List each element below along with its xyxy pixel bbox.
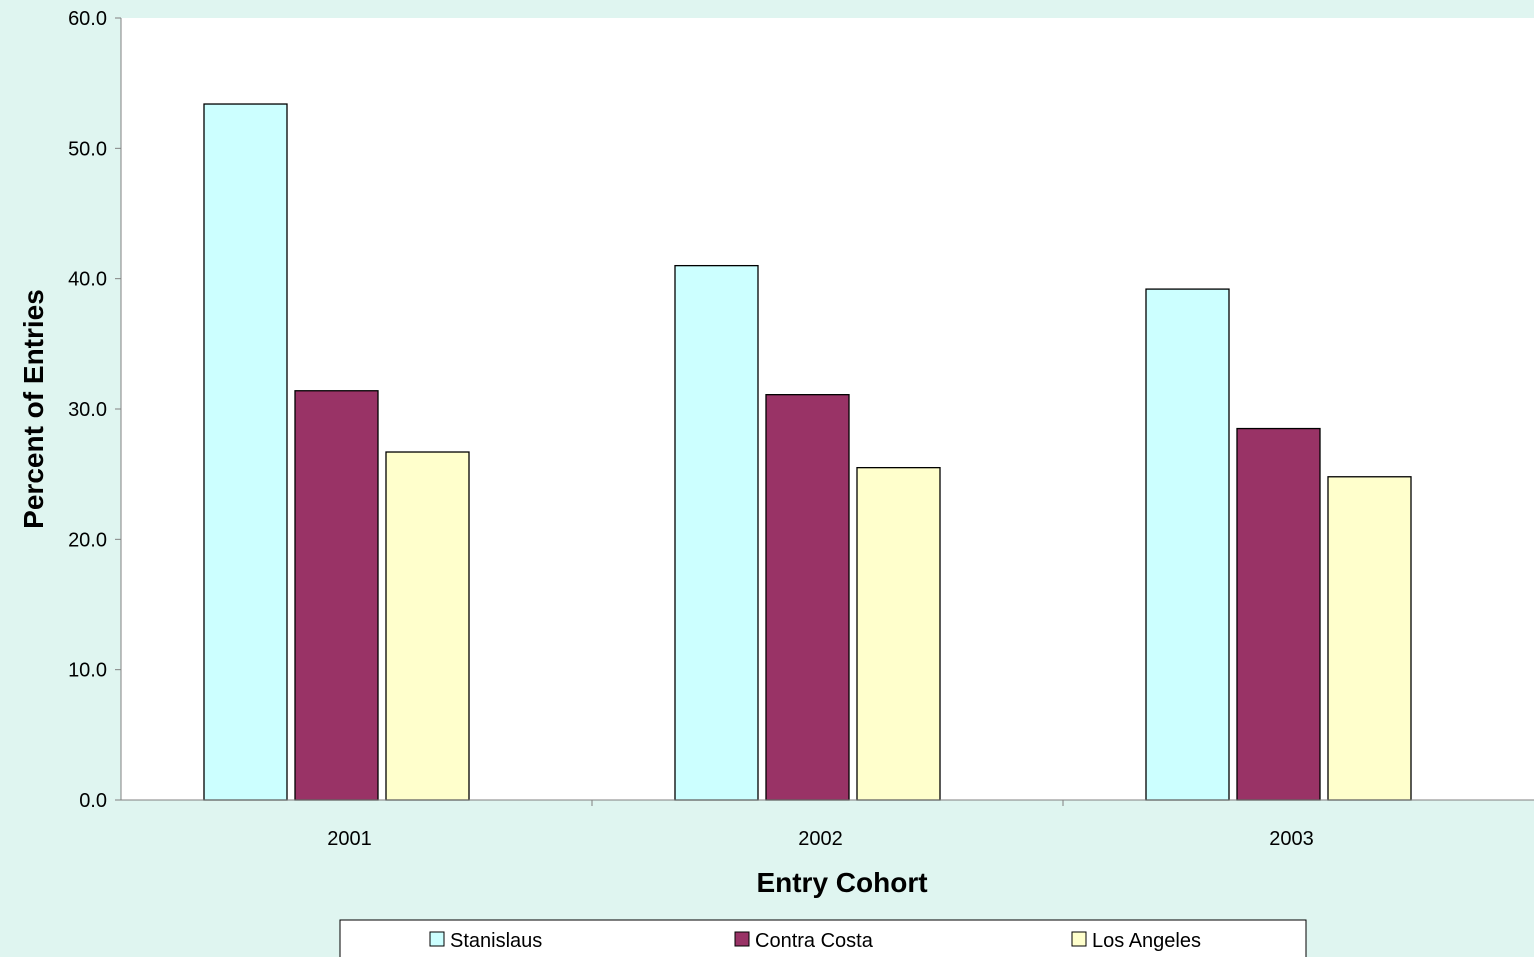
y-tick-label: 30.0 <box>68 399 107 421</box>
bars-group <box>203 103 1412 801</box>
bar-contra-costa-2002 <box>765 394 850 801</box>
x-tick-label: 2002 <box>798 828 843 850</box>
legend-label-contra-costa: Contra Costa <box>755 930 874 952</box>
legend-label-los-angeles: Los Angeles <box>1092 930 1201 952</box>
y-tick-label: 10.0 <box>68 660 107 682</box>
bar-stanislaus-2001 <box>203 103 288 801</box>
legend-swatch-contra-costa <box>734 931 750 947</box>
bar-los-angeles-2001 <box>385 451 470 801</box>
y-axis-title: Percent of Entries <box>18 289 49 529</box>
y-tick-label: 40.0 <box>68 269 107 291</box>
x-tick-labels: 2001 2002 2003 <box>327 828 1314 850</box>
y-tick-label: 20.0 <box>68 529 107 551</box>
x-axis-title: Entry Cohort <box>756 867 927 898</box>
legend-label-stanislaus: Stanislaus <box>450 930 542 952</box>
bar-contra-costa-2003 <box>1236 427 1321 801</box>
y-tick-label: 50.0 <box>68 138 107 160</box>
legend: Stanislaus Contra Costa Los Angeles <box>339 919 1307 957</box>
y-tick-label: 60.0 <box>68 8 107 30</box>
y-tick-label: 0.0 <box>79 790 107 812</box>
bar-contra-costa-2001 <box>294 390 379 801</box>
bar-stanislaus-2003 <box>1145 288 1230 801</box>
x-tick-label: 2003 <box>1269 828 1314 850</box>
axes-group <box>115 17 1534 806</box>
legend-swatch-los-angeles <box>1071 931 1087 947</box>
legend-swatch-stanislaus <box>429 931 445 947</box>
legend-box <box>339 919 1307 957</box>
bar-los-angeles-2003 <box>1327 476 1412 801</box>
x-tick-label: 2001 <box>327 828 372 850</box>
y-tick-labels: 0.0 10.0 20.0 30.0 40.0 50.0 60.0 <box>68 8 107 812</box>
bar-los-angeles-2002 <box>856 466 941 801</box>
bar-stanislaus-2002 <box>674 264 759 801</box>
